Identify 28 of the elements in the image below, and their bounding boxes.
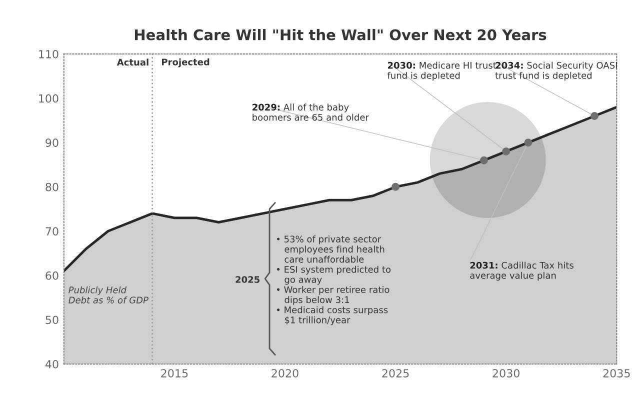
point [502,147,510,156]
annotation: 2031: Cadillac Tax hits average value plan [470,262,574,281]
ref-line-label: Projected [162,58,210,68]
y-tick-label: 40 [45,360,58,368]
y-tick-label: 70 [46,227,58,236]
y-tick-label: 80 [46,182,58,192]
point [480,156,488,164]
y-tick-label: 60 [46,271,58,280]
x-tick-label: 2020 [272,369,298,378]
x-tick-label: 2035 [603,369,630,378]
annotation: Publicly Held Debt as % of GDP [68,286,148,304]
y-tick-label: 50 [46,316,58,324]
x-tick-label: 2025 [382,369,409,378]
point [590,112,598,120]
point [392,182,400,191]
y-tick-label: 110 [39,50,58,58]
annotation: 2029: All of the baby boomers are 65 and older [252,104,369,121]
annotation: 2030: Medicare HI trust fund is depleted [387,62,496,81]
annotation: Actual [116,58,148,66]
x-tick-label: 2015 [161,369,188,378]
annotation: 2025 [236,276,260,283]
point [524,138,532,147]
annotation: 2034: Social Security OASI trust fund is depleted [495,62,617,81]
y-tick-label: 90 [46,138,58,147]
y-tick-label: 100 [39,94,58,103]
text: • 53% of private sector employees find health care unaffordable • ESI system predicted to go away • Worker per retiree ratio dips below 3:1 • Medicaid costs surpass $1 trillion/year [276,236,391,326]
chart-title: Health Care Will "Hit the Wall" Over Next 20 Years [134,29,546,40]
x-tick-label: 2030 [492,369,520,378]
